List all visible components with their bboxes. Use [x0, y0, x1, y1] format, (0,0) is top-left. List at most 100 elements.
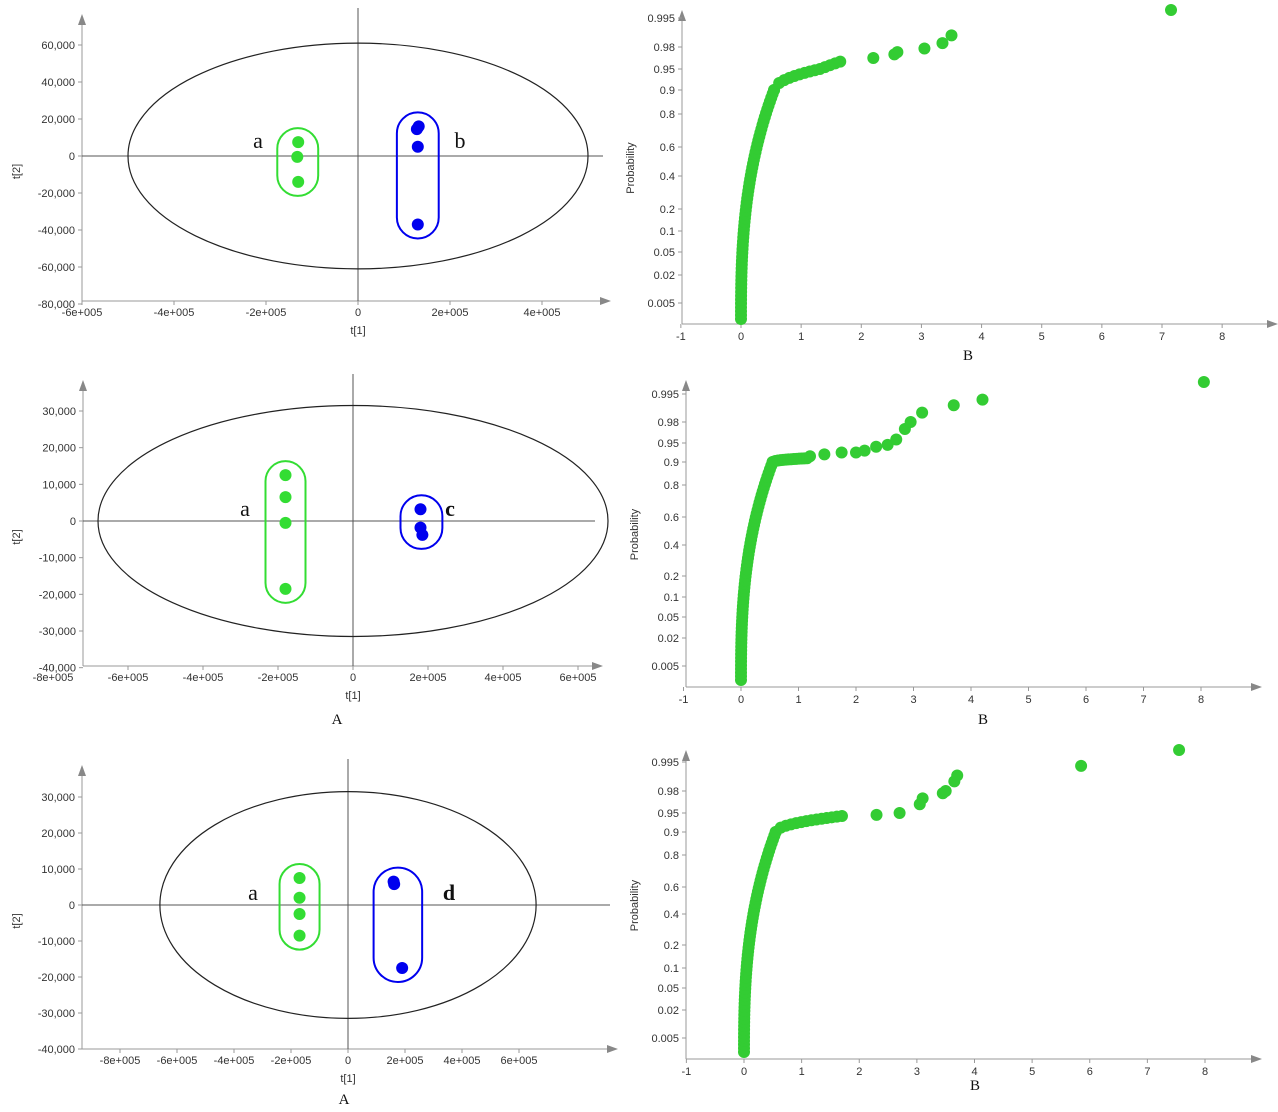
prob-point-outlier — [1075, 759, 1088, 772]
score-plot-1: -6e+005 -4e+005 -2e+005 0 2e+005 4e+005 60,000… — [11, 8, 611, 337]
x-tick-label: 3 — [910, 694, 916, 706]
x-tick-label: 2e+005 — [409, 672, 446, 684]
x-axis-arrow — [1267, 320, 1278, 328]
prob-point-outlier — [916, 406, 929, 419]
y-axis-arrow — [79, 380, 87, 391]
y-tick-label: 0.05 — [658, 983, 679, 995]
y-tick-label: 60,000 — [41, 40, 75, 52]
group-outline-d — [372, 866, 424, 983]
x-tick-label: -4e+005 — [154, 307, 195, 319]
y-tick-label: -30,000 — [39, 626, 76, 638]
score-point-c — [414, 503, 427, 516]
confidence-ellipse — [97, 404, 609, 638]
y-tick-label: 0.2 — [664, 571, 679, 583]
score-point-a — [292, 175, 305, 188]
x-tick-label: 3 — [914, 1066, 920, 1078]
x-tick-label: 2 — [858, 331, 864, 343]
y-tick-label: 0.98 — [658, 417, 679, 429]
x-tick-label: -2e+005 — [246, 307, 287, 319]
prob-point-outlier — [1197, 376, 1210, 388]
x-tick-label: -4e+005 — [183, 672, 224, 684]
y-tick-label: 0.05 — [654, 247, 675, 259]
score-point-c — [416, 528, 429, 541]
score-point-a — [279, 469, 292, 482]
panel-caption: B — [970, 1078, 980, 1094]
score-point-a — [293, 891, 306, 904]
x-tick-label: -6e+005 — [62, 307, 103, 319]
group-outline-a — [278, 863, 321, 951]
y-tick-label: -20,000 — [38, 972, 75, 984]
x-axis-arrow — [600, 297, 611, 305]
x-tick-label: 4e+005 — [443, 1055, 480, 1067]
score-plot-3: -8e+005 -6e+005 -4e+005 -2e+005 0 2e+005 4e+00… — [11, 759, 618, 1108]
prob-point-outlier — [1173, 744, 1186, 756]
y-axis-arrow — [78, 14, 86, 25]
y-tick-label: 0.1 — [664, 592, 679, 604]
x-tick-label: -1 — [676, 331, 686, 343]
y-tick-label: 0.95 — [658, 438, 679, 450]
y-axis-title: t[2] — [11, 529, 23, 544]
y-tick-label: 0.995 — [647, 13, 675, 25]
group-outline-b — [395, 111, 440, 240]
group-label-b: b — [455, 128, 466, 153]
x-axis-title: t[1] — [345, 690, 360, 702]
y-axis-arrow — [682, 380, 690, 391]
prob-point-outlier — [945, 29, 958, 42]
confidence-ellipse — [127, 42, 589, 270]
x-tick-label: 7 — [1140, 694, 1146, 706]
y-tick-label: 10,000 — [42, 479, 76, 491]
prob-point-outlier — [904, 416, 917, 428]
x-tick-label: -6e+005 — [157, 1055, 198, 1067]
group-outline-a — [264, 460, 307, 604]
x-tick-label: -8e+005 — [100, 1055, 141, 1067]
y-tick-label: 30,000 — [41, 792, 75, 804]
score-point-a — [279, 582, 292, 595]
y-tick-label: 0.4 — [664, 909, 679, 921]
panel-caption: B — [978, 712, 988, 728]
y-tick-label: 0.9 — [664, 457, 679, 469]
x-tick-label: 1 — [795, 694, 801, 706]
x-tick-label: -2e+005 — [258, 672, 299, 684]
x-axis-title: t[1] — [340, 1073, 355, 1085]
prob-point-outlier — [858, 444, 871, 457]
x-tick-label: 4 — [971, 1066, 977, 1078]
x-axis-arrow — [1251, 683, 1262, 691]
y-tick-label: 0.6 — [660, 142, 675, 154]
score-point-b — [411, 218, 424, 231]
probability-plot-1: -1 0 1 2 3 4 5 6 7 8 0.005 0.02 0.05 0.1 0.2 0.4 0.6 0.8 0… — [625, 4, 1278, 364]
x-tick-label: 0 — [355, 307, 361, 319]
x-tick-label: 2e+005 — [431, 307, 468, 319]
y-tick-label: 0.8 — [664, 850, 679, 862]
y-axis-title: Probability — [625, 142, 637, 194]
x-tick-label: -2e+005 — [271, 1055, 312, 1067]
x-tick-label: 0 — [738, 331, 744, 343]
x-tick-label: 1 — [799, 1066, 805, 1078]
prob-point-outlier — [890, 433, 903, 446]
score-point-a — [293, 908, 306, 920]
y-tick-label: 0.02 — [658, 633, 679, 645]
y-tick-label: 0 — [69, 151, 75, 163]
prob-point-outlier — [867, 52, 880, 64]
x-tick-label: -1 — [681, 1066, 691, 1078]
x-tick-label: -6e+005 — [108, 672, 149, 684]
y-axis-title: t[2] — [11, 913, 23, 928]
x-tick-label: 2e+005 — [386, 1055, 423, 1067]
y-tick-label: 0.1 — [664, 963, 679, 975]
y-tick-label: 10,000 — [41, 864, 75, 876]
score-point-b — [411, 140, 424, 153]
y-tick-label: 0 — [69, 900, 75, 912]
y-tick-label: -10,000 — [39, 553, 76, 565]
y-tick-label: 20,000 — [41, 828, 75, 840]
score-point-a — [292, 136, 305, 149]
y-tick-label: 30,000 — [42, 406, 76, 418]
y-tick-label: -60,000 — [38, 262, 75, 274]
y-tick-label: 0.98 — [654, 42, 675, 54]
x-tick-label: 4e+005 — [484, 672, 521, 684]
y-tick-label: 0.005 — [651, 661, 679, 673]
x-tick-label: 6 — [1099, 331, 1105, 343]
x-tick-label: -4e+005 — [214, 1055, 255, 1067]
x-tick-label: 5 — [1029, 1066, 1035, 1078]
x-axis-arrow — [1251, 1055, 1262, 1063]
y-tick-label: -10,000 — [38, 936, 75, 948]
y-tick-label: 0.8 — [660, 109, 675, 121]
